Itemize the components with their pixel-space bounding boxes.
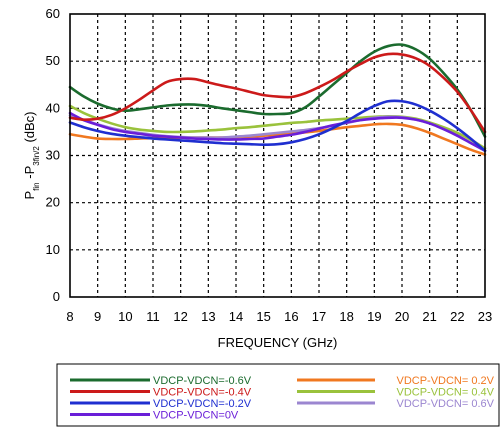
y-tick-label: 60 — [46, 6, 60, 21]
series-line-5 — [68, 122, 487, 156]
x-tick-label: 14 — [229, 309, 243, 324]
x-tick-label: 23 — [478, 309, 492, 324]
y-axis-label-sub1: fin — [32, 182, 41, 190]
plot-frame — [69, 13, 486, 298]
y-tick-label: 0 — [53, 289, 60, 304]
legend-label: VDCP-VDCN= 0.4V — [396, 387, 494, 399]
y-axis-label-sub2: 3fin/2 — [32, 146, 41, 166]
y-axis-label-p: P — [22, 191, 37, 200]
legend-label: VDCP-VDCN=-0.2V — [153, 398, 252, 410]
legend-label: VDCP-VDCN=-0.6V — [153, 375, 252, 387]
series-line-4 — [68, 111, 487, 153]
x-tick-label: 22 — [450, 309, 464, 324]
y-axis-label-mid: -P — [22, 166, 37, 183]
y-axis-label-suffix: (dBc) — [22, 112, 37, 147]
series-line-3 — [68, 99, 487, 153]
x-tick-label: 21 — [422, 309, 436, 324]
series-line-2 — [68, 52, 487, 134]
legend-label: VDCP-VDCN=-0.4V — [153, 387, 252, 399]
x-tick-label: 8 — [66, 309, 73, 324]
x-tick-label: 10 — [118, 309, 132, 324]
y-tick-label: 40 — [46, 100, 60, 115]
y-tick-label: 50 — [46, 53, 60, 68]
y-tick-label: 30 — [46, 148, 60, 163]
x-axis-label: FREQUENCY (GHz) — [218, 335, 338, 350]
x-tick-label: 19 — [367, 309, 381, 324]
x-tick-label: 16 — [284, 309, 298, 324]
x-tick-label: 11 — [146, 309, 160, 324]
x-tick-label: 17 — [312, 309, 326, 324]
x-tick-label: 13 — [201, 309, 215, 324]
x-tick-label: 9 — [94, 309, 101, 324]
series-line-6 — [68, 104, 487, 150]
grid — [70, 14, 485, 297]
y-tick-label: 20 — [46, 195, 60, 210]
x-tick-label: 18 — [339, 309, 353, 324]
y-tick-label: 10 — [46, 242, 60, 257]
legend-label: VDCP-VDCN= 0.6V — [396, 398, 494, 410]
legend-label: VDCP-VDCN=0V — [153, 410, 239, 422]
series-line-1 — [68, 43, 487, 138]
legend-label: VDCP-VDCN= 0.2V — [396, 375, 494, 387]
legend-entries: VDCP-VDCN=-0.6VVDCP-VDCN=-0.4VVDCP-VDCN=… — [70, 375, 495, 422]
tick-labels: 8 9 10 11 12 13 14 15 16 17 18 19 20 21 22 23 0 10 20 30 40 5… — [46, 6, 493, 324]
x-tick-label: 20 — [395, 309, 409, 324]
y-axis-label: Pfin -P3fin/2 (dBc) — [22, 112, 41, 200]
x-tick-label: 12 — [173, 309, 187, 324]
series-lines — [68, 43, 487, 156]
x-tick-label: 15 — [256, 309, 270, 324]
